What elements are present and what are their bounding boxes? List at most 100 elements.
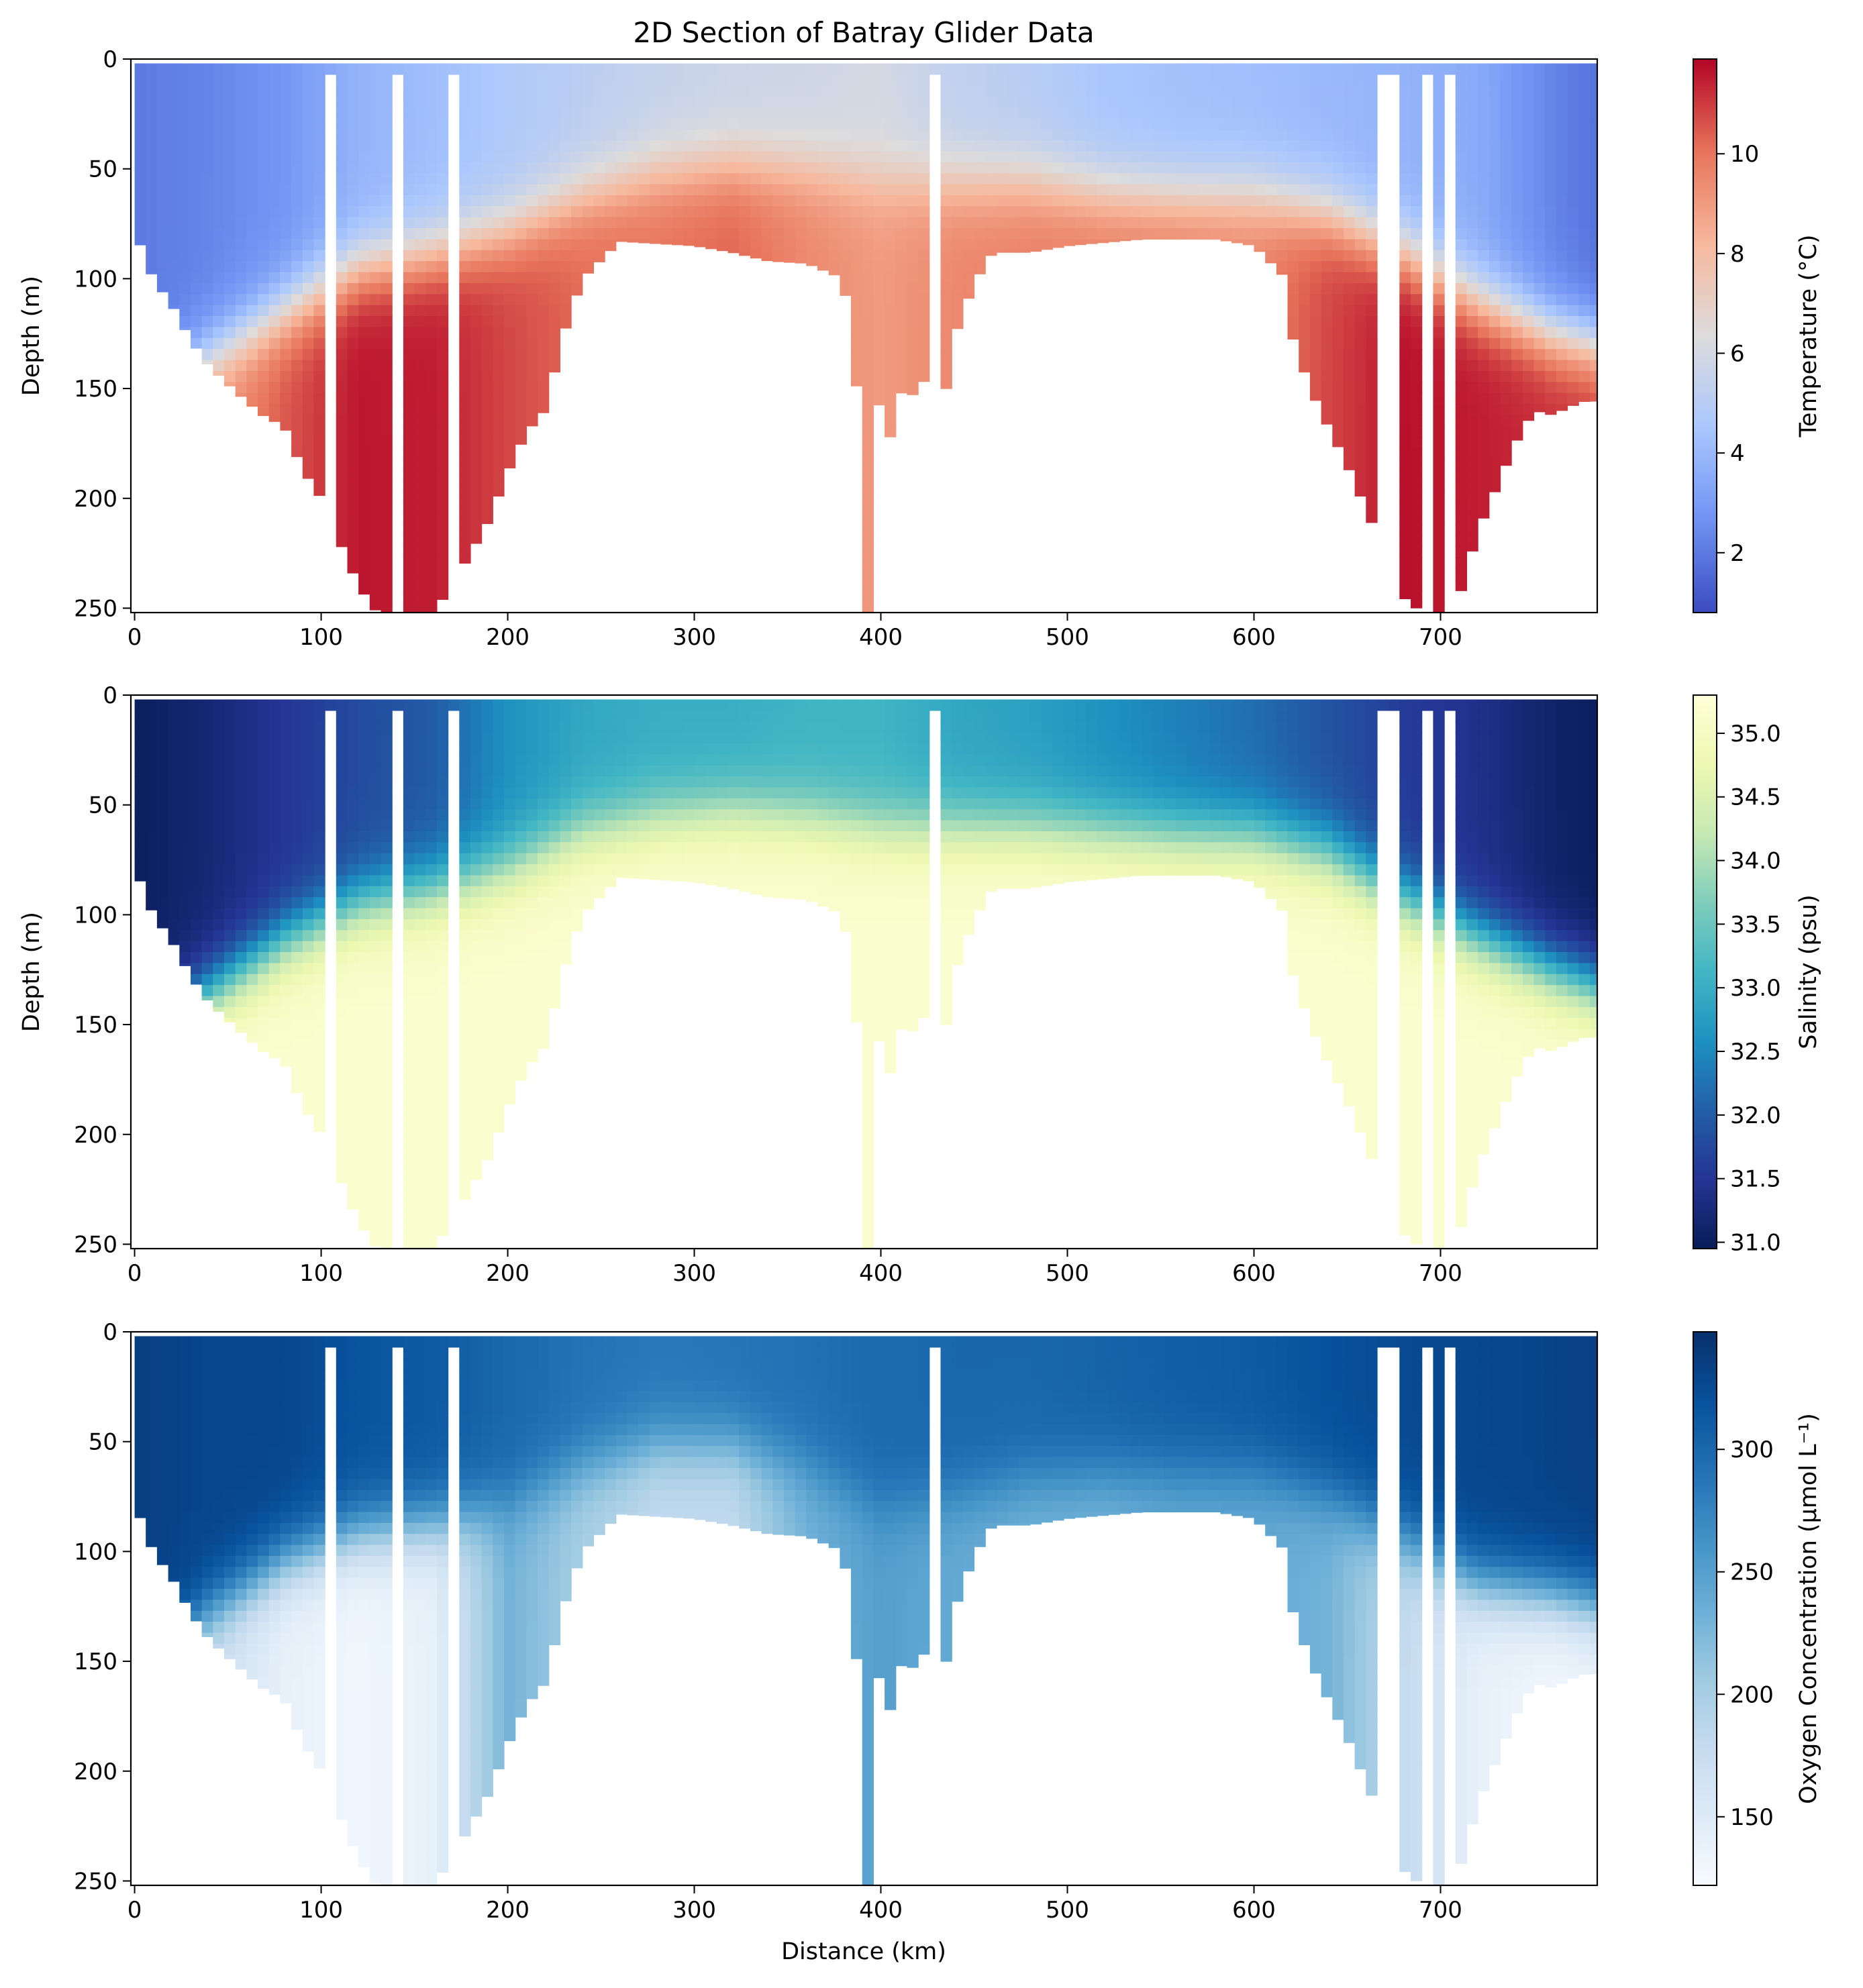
salinity-cell — [515, 1040, 527, 1051]
salinity-cell — [258, 1006, 270, 1018]
temperature-cell — [280, 360, 292, 372]
temperature-cell — [381, 337, 393, 350]
temperature-cell — [1455, 282, 1467, 295]
temperature-cell — [1142, 118, 1154, 130]
temperature-cell — [1578, 382, 1591, 394]
temperature-column — [1231, 63, 1244, 244]
salinity-cell — [403, 1237, 415, 1249]
salinity-cell — [459, 1171, 471, 1184]
temperature-cell — [1411, 118, 1423, 130]
temperature-cell — [851, 107, 863, 119]
salinity-cell — [191, 853, 203, 865]
temperature-cell — [246, 294, 258, 306]
temperature-cell — [1052, 184, 1064, 196]
salinity-cell — [414, 930, 426, 942]
salinity-cell — [459, 886, 471, 898]
temperature-cell — [1366, 107, 1378, 119]
temperature-cell — [862, 239, 874, 251]
salinity-cell — [481, 699, 493, 711]
temperature-cell — [1321, 272, 1333, 284]
temperature-cell — [1354, 470, 1366, 482]
temperature-cell — [1276, 140, 1289, 152]
salinity-cell — [538, 798, 550, 810]
temperature-cell — [470, 173, 483, 185]
temperature-cell — [1242, 173, 1255, 185]
temperature-cell — [1366, 162, 1378, 174]
temperature-cell — [582, 272, 594, 274]
temperature-cell — [1343, 173, 1356, 185]
temperature-cell — [425, 360, 438, 372]
temperature-cell — [1578, 337, 1591, 350]
temperature-cell — [436, 184, 449, 196]
salinity-cell — [470, 732, 483, 744]
salinity-cell — [213, 952, 225, 963]
salinity-cell — [246, 732, 258, 744]
salinity-cell — [213, 721, 225, 733]
salinity-cell — [369, 699, 382, 711]
temperature-cell — [672, 195, 684, 207]
salinity-cell — [493, 1127, 505, 1133]
temperature-cell — [280, 261, 292, 273]
temperature-column — [1489, 63, 1501, 492]
temperature-cell — [1522, 327, 1535, 339]
temperature-cell — [1276, 151, 1289, 163]
temperature-column — [1421, 63, 1433, 75]
temperature-cell — [1354, 370, 1366, 382]
temperature-cell — [907, 239, 919, 251]
salinity-cell — [459, 732, 471, 744]
temperature-cell — [1533, 305, 1546, 317]
temperature-cell — [538, 118, 550, 130]
temperature-cell — [1187, 96, 1199, 108]
salinity-cell — [246, 864, 258, 876]
temperature-cell — [1332, 425, 1344, 437]
temperature-cell — [358, 195, 370, 207]
temperature-cell — [1466, 272, 1478, 284]
temperature-cell — [1533, 129, 1546, 141]
temperature-cell — [1019, 85, 1031, 97]
temperature-cell — [862, 228, 874, 240]
salinity-cell — [347, 1161, 359, 1172]
temperature-cell — [1366, 206, 1378, 218]
temperature-cell — [336, 316, 348, 327]
salinity-cell — [414, 1226, 426, 1239]
temperature-cell — [962, 250, 975, 262]
salinity-cell — [268, 1029, 281, 1041]
temperature-cell — [694, 228, 706, 240]
temperature-cell — [1533, 250, 1546, 262]
temperature-cell — [493, 118, 505, 130]
temperature-cell — [750, 184, 762, 196]
temperature-cell — [268, 250, 281, 262]
temperature-cell — [1399, 228, 1411, 240]
temperature-cell — [1533, 184, 1546, 196]
temperature-cell — [538, 140, 550, 152]
salinity-cell — [515, 908, 527, 920]
salinity-cell — [246, 897, 258, 909]
salinity-cell — [358, 809, 370, 821]
salinity-cell — [201, 721, 213, 733]
salinity-cell — [313, 820, 325, 832]
temperature-cell — [548, 282, 560, 295]
temperature-cell — [414, 470, 426, 482]
temperature-cell — [828, 107, 840, 119]
salinity-cell — [168, 908, 180, 920]
salinity-cell — [425, 1006, 438, 1018]
temperature-cell — [369, 140, 382, 152]
temperature-cell — [1399, 415, 1411, 427]
salinity-cell — [425, 820, 438, 832]
temperature-cell — [213, 74, 225, 86]
salinity-cell — [369, 710, 382, 722]
temperature-cell — [672, 151, 684, 163]
temperature-cell — [1589, 327, 1597, 339]
salinity-cell — [213, 820, 225, 832]
temperature-cell — [425, 568, 438, 580]
salinity-cell — [504, 875, 516, 887]
temperature-cell — [817, 85, 829, 97]
temperature-cell — [1354, 425, 1366, 437]
salinity-cell — [515, 820, 527, 832]
temperature-cell — [862, 425, 874, 437]
temperature-cell — [1478, 261, 1490, 273]
salinity-cell — [571, 820, 583, 832]
temperature-cell — [1455, 480, 1467, 492]
temperature-cell — [268, 415, 281, 422]
temperature-cell — [985, 239, 997, 251]
